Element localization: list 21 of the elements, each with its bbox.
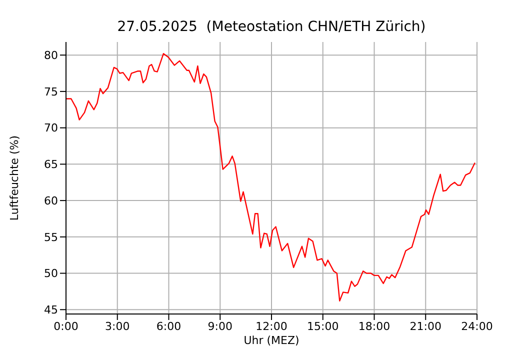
x-tick-label: 6:00 bbox=[156, 320, 182, 333]
y-tick-label: 75 bbox=[44, 85, 58, 98]
chart-title: 27.05.2025 (Meteostation CHN/ETH Zürich) bbox=[116, 19, 427, 35]
y-tick-label: 45 bbox=[44, 304, 58, 317]
x-tick-label: 21:00 bbox=[410, 320, 442, 333]
x-tick-label: 15:00 bbox=[307, 320, 339, 333]
y-tick-label: 55 bbox=[44, 230, 58, 244]
y-tick-label: 50 bbox=[44, 267, 58, 280]
y-tick-label: 70 bbox=[44, 122, 58, 135]
x-tick-label: 12:00 bbox=[256, 320, 288, 333]
x-tick-label: 0:00 bbox=[54, 320, 78, 333]
y-tick-label: 60 bbox=[44, 194, 58, 208]
x-axis-title: Uhr (MEZ) bbox=[244, 334, 300, 347]
x-tick-label: 3:00 bbox=[105, 320, 130, 333]
x-tick-label: 9:00 bbox=[208, 320, 232, 333]
line-series bbox=[66, 53, 476, 302]
y-tick-label: 65 bbox=[44, 158, 58, 172]
x-tick-label: 24:00 bbox=[461, 320, 493, 333]
y-axis-title: Luftfeuchte (%) bbox=[8, 135, 21, 221]
x-tick-label: 18:00 bbox=[358, 320, 390, 333]
y-tick-label: 80 bbox=[44, 48, 58, 62]
